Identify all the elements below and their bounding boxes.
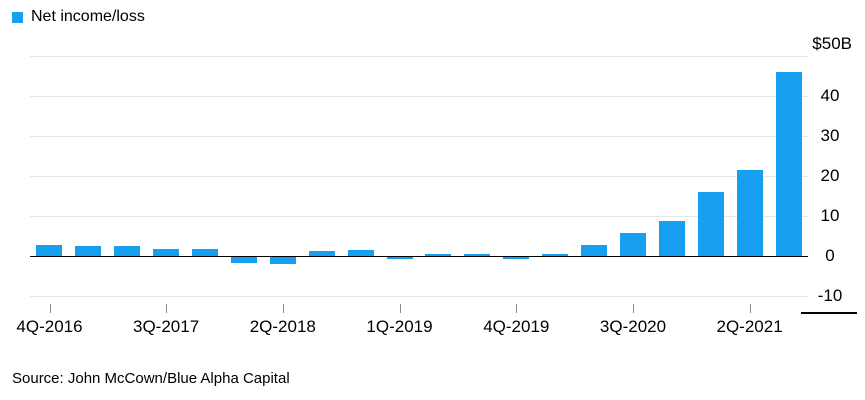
y-axis-label-40: 40 [820,86,840,105]
zero-axis-line [30,256,808,257]
y-axis-label-10: 10 [820,206,840,225]
x-axis-tick [166,304,168,313]
bar-1q-2020 [542,254,569,256]
bar-2q-2020 [581,245,608,256]
plot-area [30,56,808,297]
y-axis-label-30: 30 [820,126,840,145]
legend: Net income/loss [12,8,145,26]
bar-2q-2018 [269,257,296,264]
x-axis-label-4q-2016: 4Q-2016 [16,317,83,336]
gridline-20 [30,176,808,177]
bar-1q-2021 [697,192,724,256]
bar-2q-2017 [114,246,141,256]
y-axis-label-0: 0 [825,246,835,265]
x-axis-tick [49,304,51,313]
y-axis-label-20: 20 [820,166,840,185]
x-axis-label-3q-2020: 3Q-2020 [599,317,667,336]
x-axis-label-3q-2017: 3Q-2017 [133,317,200,336]
x-axis-label-2q-2018: 2Q-2018 [249,317,316,336]
bar-3q-2021 [775,72,802,256]
legend-label: Net income/loss [31,8,145,25]
bar-4q-2017 [192,249,218,256]
gridline-50 [30,56,808,57]
x-axis-tick [282,304,284,313]
bar-3q-2018 [308,251,335,256]
bar-2q-2021 [736,170,763,256]
gridline-40 [30,96,808,97]
gridline-10 [30,216,808,217]
bar-1q-2019 [386,257,413,259]
x-axis-label-1q-2019: 1Q-2019 [366,317,433,336]
gridline-30 [30,136,808,137]
x-axis-tick [749,304,751,313]
legend-swatch-icon [12,11,23,23]
x-axis-tick [399,304,401,313]
x-axis-tick [516,304,518,313]
bar-4q-2020 [658,220,685,256]
bar-3q-2020 [620,232,646,256]
source-text: Source: John McCown/Blue Alpha Capital [12,370,290,387]
bar-1q-2018 [230,257,257,263]
bar-4q-2019 [503,257,530,259]
bar-3q-2019 [464,254,491,256]
x-axis-label-4q-2019: 4Q-2019 [483,317,550,336]
bar-3q-2017 [153,248,180,256]
x-axis-tick [633,304,634,313]
bar-4q-2016 [36,244,63,256]
bar-2q-2019 [425,254,452,256]
y-axis-baseline [801,312,857,314]
bar-4q-2018 [347,250,374,256]
y-axis-unit-label: $50B [812,34,852,53]
y-axis-label--10: -10 [817,286,843,305]
bar-1q-2017 [75,246,102,256]
gridline--10 [30,296,808,297]
x-axis-label-2q-2021: 2Q-2021 [716,317,783,336]
